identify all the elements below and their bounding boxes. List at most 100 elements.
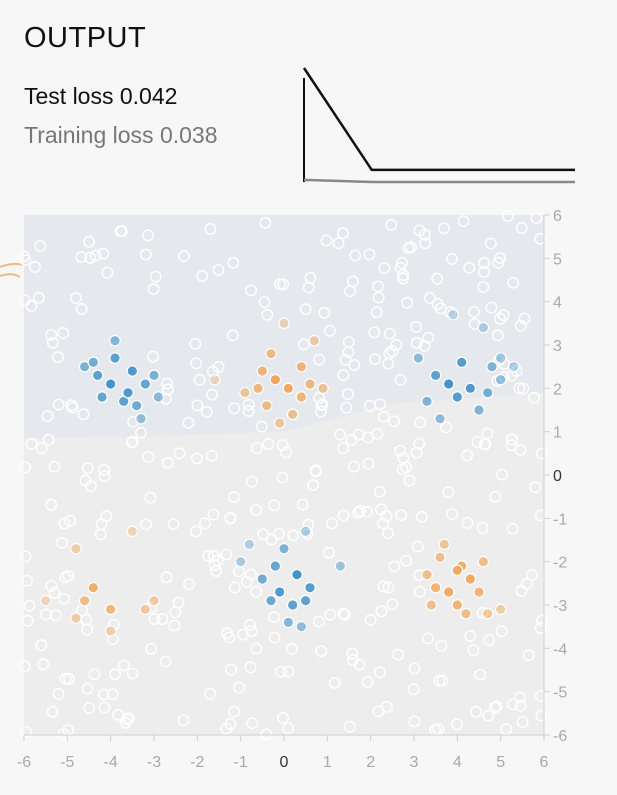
background-point (332, 237, 345, 250)
negative-point (434, 551, 446, 564)
background-point (522, 649, 535, 662)
background-point (25, 437, 38, 450)
positive-point (282, 616, 295, 629)
background-point (205, 388, 218, 401)
positive-point (507, 360, 520, 373)
background-point (65, 399, 78, 412)
background-point (207, 508, 220, 521)
background-point (476, 521, 489, 534)
background-point (233, 681, 245, 694)
background-point (75, 303, 88, 315)
background-point (394, 373, 407, 386)
background-point (23, 599, 36, 612)
background-point (302, 518, 315, 531)
background-point (320, 234, 333, 247)
background-point (342, 336, 355, 348)
background-point (513, 382, 526, 395)
background-point (339, 353, 352, 366)
background-point (496, 468, 509, 481)
background-point (436, 674, 449, 687)
background-point (495, 625, 508, 638)
background-point (246, 717, 259, 730)
background-point (191, 399, 204, 412)
background-point (345, 434, 358, 446)
background-point (401, 296, 414, 309)
background-point (517, 382, 530, 395)
x-tick-label: -3 (147, 754, 161, 771)
background-point (142, 451, 155, 463)
background-point (58, 592, 70, 605)
background-point (506, 522, 519, 535)
background-point (334, 428, 346, 441)
background-point (394, 262, 407, 274)
background-point (464, 630, 477, 642)
background-point (478, 438, 491, 451)
background-point (364, 613, 377, 626)
background-point (242, 405, 255, 417)
background-point (370, 306, 383, 319)
background-point (410, 321, 422, 333)
background-point (245, 625, 258, 638)
background-point (193, 374, 206, 386)
background-point (467, 644, 480, 657)
test-loss-value: 0.042 (119, 83, 178, 109)
background-point (518, 312, 531, 325)
background-point (297, 338, 310, 351)
background-point (98, 701, 111, 714)
background-point (59, 672, 72, 685)
background-point (34, 240, 47, 252)
positive-point (412, 352, 425, 364)
background-point (226, 329, 239, 342)
background-point (382, 527, 395, 540)
background-point (139, 248, 152, 261)
background-point (408, 662, 421, 675)
background-point (312, 615, 325, 628)
background-point (490, 700, 503, 713)
background-point (507, 276, 520, 289)
background-point (81, 462, 94, 475)
positive-point (135, 412, 147, 425)
background-point (172, 596, 185, 609)
background-point (348, 359, 361, 371)
background-point (310, 465, 322, 478)
loss-curve-chart (302, 67, 575, 184)
positive-point (464, 382, 477, 395)
training-loss-value: 0.038 (159, 122, 218, 148)
background-point (315, 399, 328, 412)
x-tick-label: 6 (540, 754, 549, 771)
background-point (377, 410, 390, 423)
background-point (167, 518, 180, 531)
background-point (483, 634, 496, 647)
negative-point (304, 378, 316, 390)
negative-point (239, 386, 251, 399)
negative-point (317, 382, 329, 395)
background-point (190, 525, 202, 538)
training-loss-line (303, 178, 575, 184)
negative-point (208, 373, 221, 386)
background-point (535, 709, 548, 722)
background-point (97, 247, 110, 260)
background-point (287, 529, 300, 542)
background-point (457, 215, 470, 228)
background-point (494, 252, 506, 264)
background-point (470, 705, 483, 718)
background-point (42, 433, 55, 446)
background-point (21, 574, 33, 587)
x-tick-label: 4 (453, 754, 462, 771)
background-point (258, 296, 271, 309)
negative-point (273, 417, 286, 429)
background-point (123, 712, 135, 725)
positive-point (486, 360, 498, 373)
background-point (530, 212, 543, 224)
background-point (273, 527, 285, 540)
background-point (168, 619, 181, 632)
background-point (534, 622, 547, 635)
negative-point (104, 625, 117, 637)
background-point (474, 668, 487, 681)
positive-point (494, 373, 507, 386)
negative-point (460, 607, 472, 620)
background-point (245, 284, 258, 297)
background-point (85, 480, 97, 493)
background-point (189, 338, 202, 350)
